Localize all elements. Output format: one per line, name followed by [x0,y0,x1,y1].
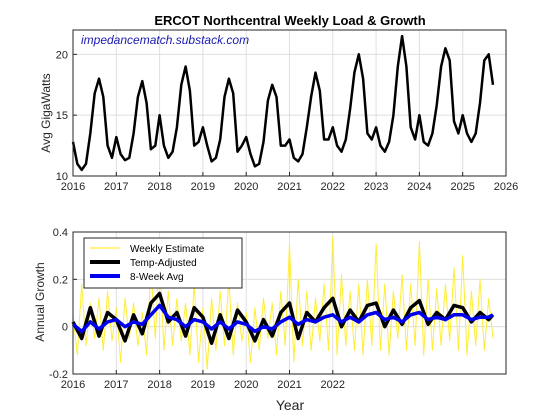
load-y-tick-label: 20 [56,49,68,61]
growth-y-axis-label: Annual Growth [33,262,47,341]
growth-x-tick-label: 2017 [104,379,128,391]
load-y-tick-label: 10 [56,171,68,183]
growth-x-axis-label: Year [276,397,305,413]
load-x-tick-label: 2020 [234,181,258,193]
legend-label-temp-adjusted: Temp-Adjusted [130,258,197,269]
load-x-tick-label: 2023 [364,181,388,193]
load-x-tick-label: 2017 [104,181,128,193]
load-x-tick-label: 2026 [494,181,518,193]
growth-x-tick-label: 2018 [147,379,171,391]
load-x-tick-label: 2018 [147,181,171,193]
growth-axes-frame [72,231,507,375]
chart-title: ERCOT Northcentral Weekly Load & Growth [154,13,425,28]
legend: Weekly Estimate Temp-Adjusted 8-Week Avg [83,237,243,289]
load-y-axis-label: Avg GigaWatts [39,73,53,152]
growth-y-tick-label: -0.2 [49,369,68,381]
load-x-tick-label: 2016 [61,181,85,193]
growth-y-tick-label: 0.2 [53,274,68,286]
growth-x-tick-label: 2020 [234,379,258,391]
load-series-line [71,34,495,172]
growth-y-tick-label: 0 [62,322,68,334]
legend-label-8-week-avg: 8-Week Avg [130,272,184,283]
load-x-tick-label: 2024 [407,181,431,193]
load-x-tick-label: 2019 [191,181,215,193]
load-x-tick-label: 2025 [450,181,474,193]
growth-x-tick-label: 2021 [277,379,301,391]
growth-x-tick-label: 2022 [321,379,345,391]
weekly-estimate-line [72,236,494,370]
load-axes-frame [72,29,507,177]
growth-x-tick-label: 2016 [61,379,85,391]
eight-week-avg-line [71,303,494,334]
growth-x-tick-label: 2019 [191,379,215,391]
load-x-tick-label: 2021 [277,181,301,193]
watermark: impedancematch.substack.com [81,33,249,47]
growth-y-tick-label: 0.4 [53,227,68,239]
legend-label-weekly: Weekly Estimate [130,244,205,255]
load-y-tick-label: 15 [56,110,68,122]
load-x-tick-label: 2022 [321,181,345,193]
load-plot-area: 2016 2017 2018 2019 2020 2021 2022 2023 2024 2025… [56,29,518,193]
